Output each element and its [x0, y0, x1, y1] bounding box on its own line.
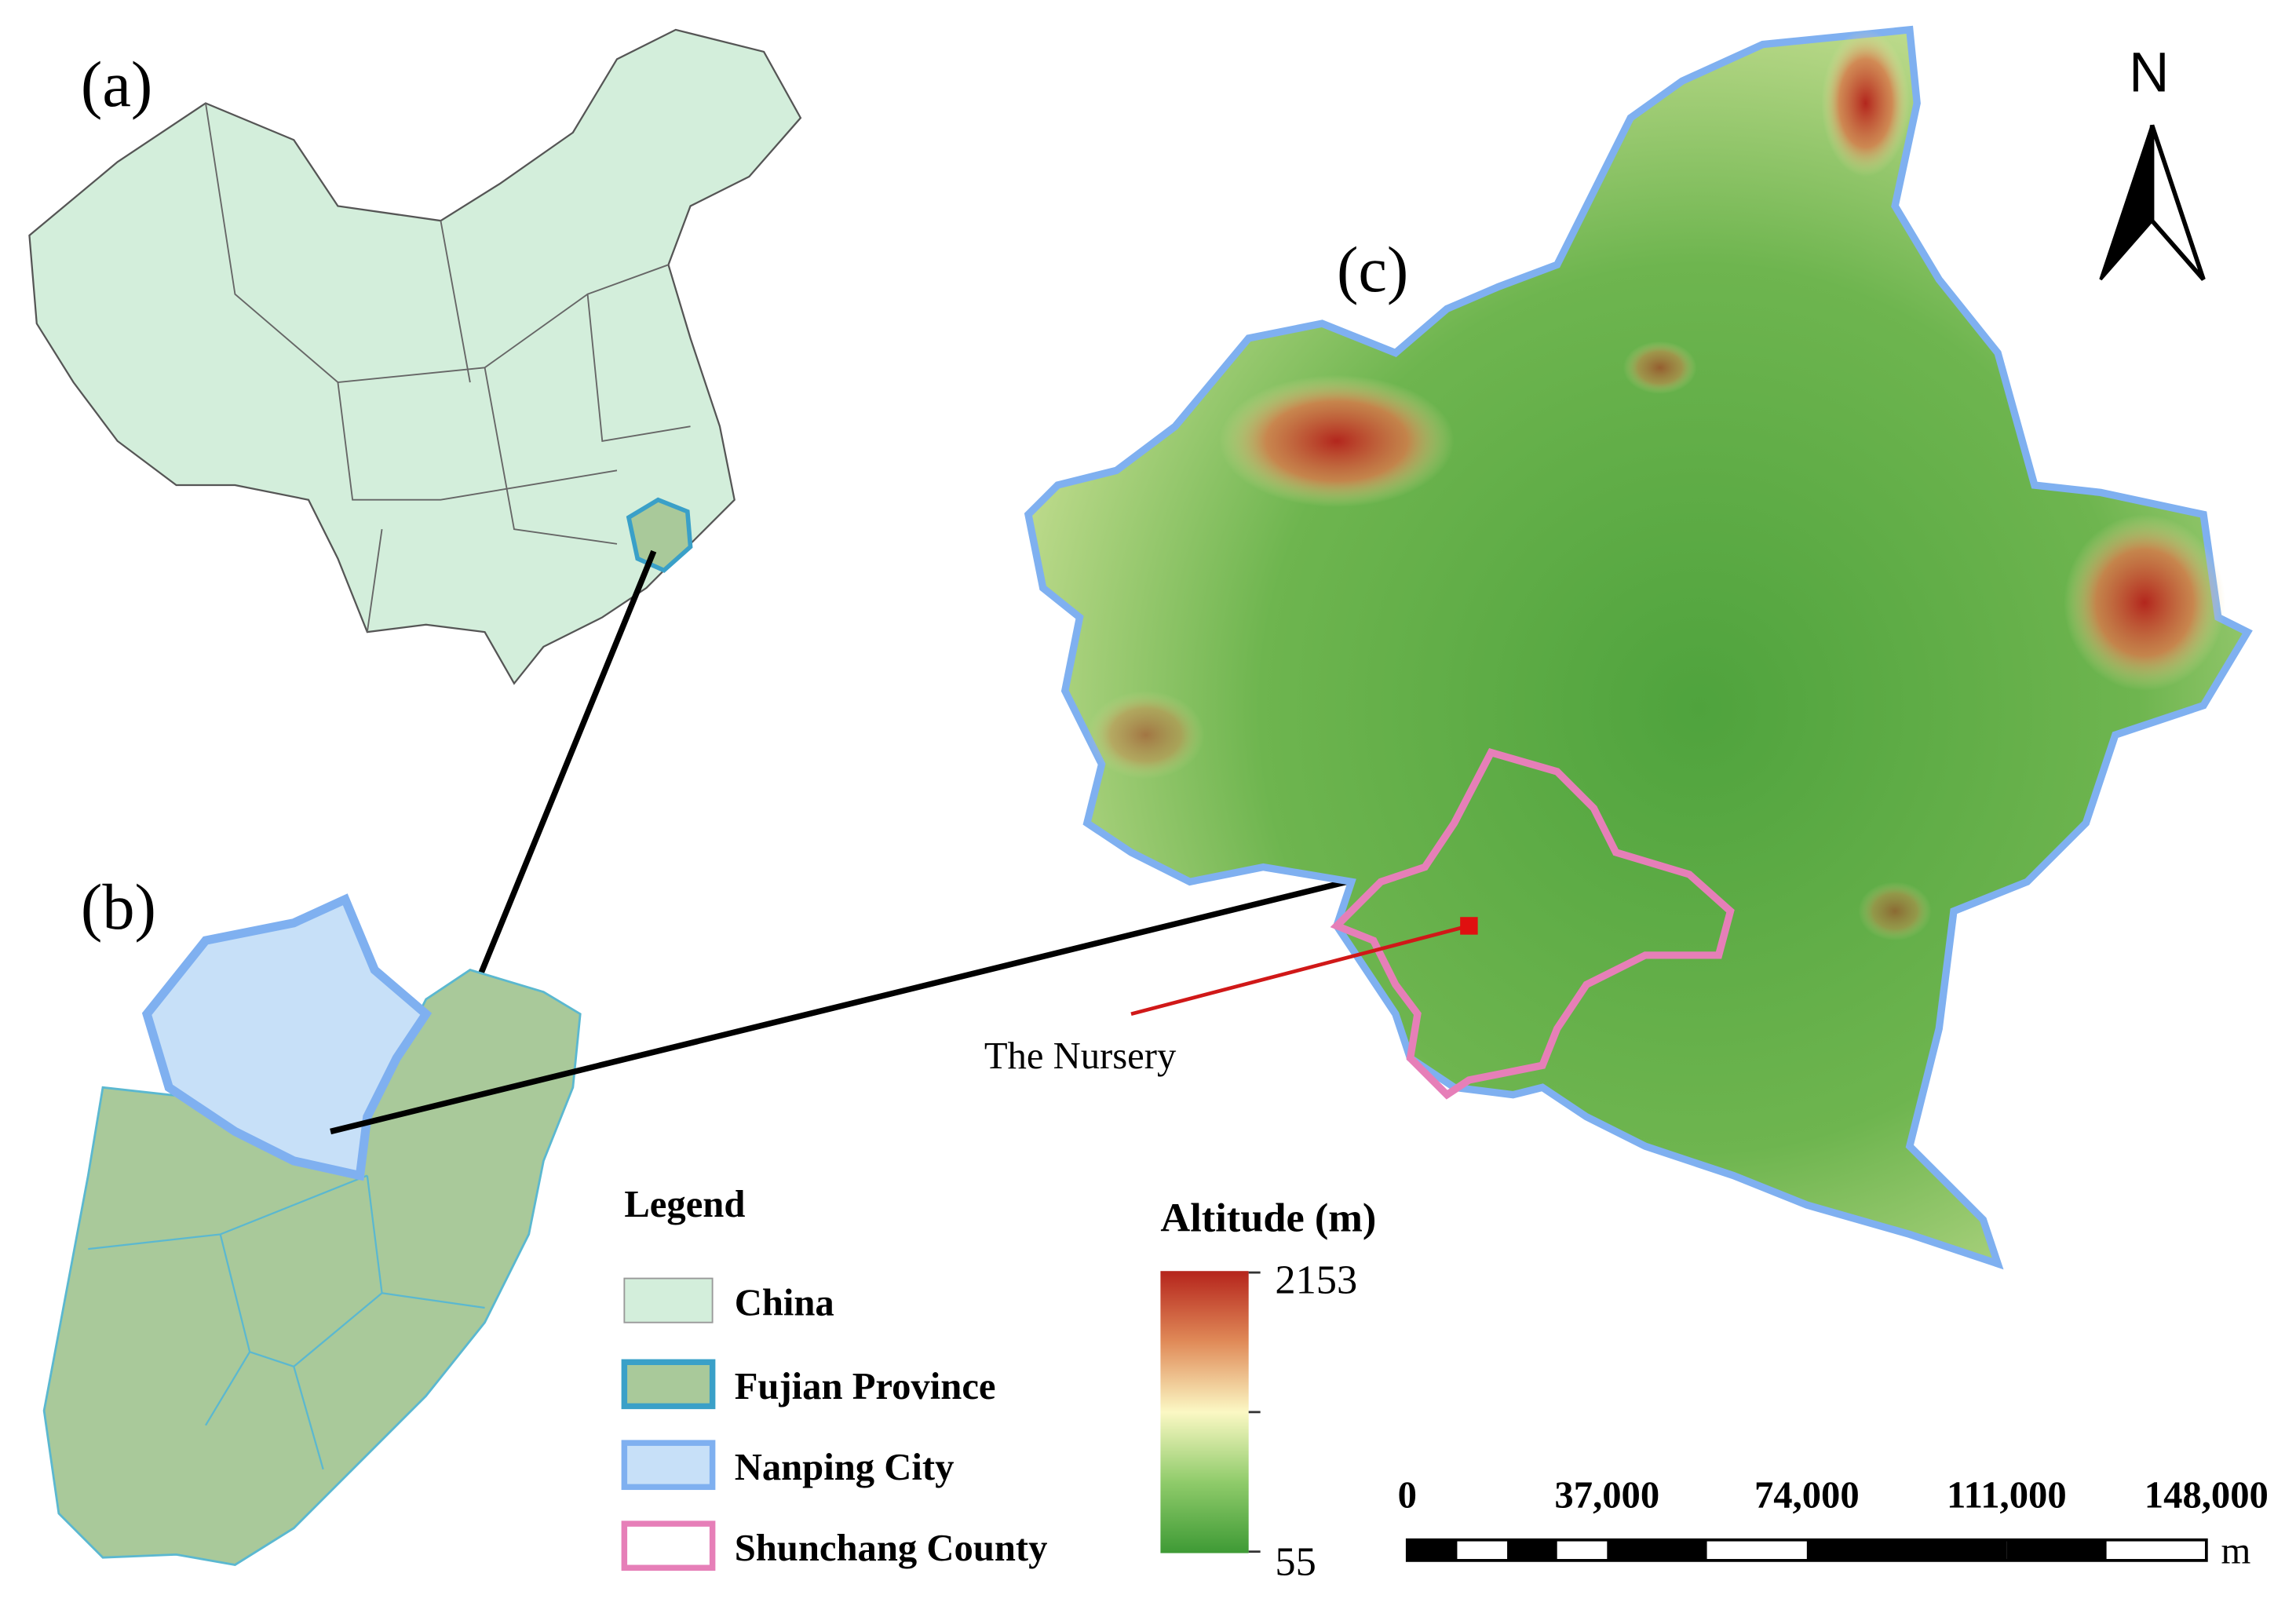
- scale-bar-segment: [2006, 1539, 2107, 1561]
- nursery-pointer: [1130, 924, 1469, 1016]
- scale-bar-label: 37,000: [1554, 1474, 1659, 1517]
- scale-bar-segment: [1507, 1539, 1557, 1561]
- colorbar-max: 2153: [1275, 1257, 1357, 1302]
- north-arrow: [2149, 124, 2206, 281]
- scale-bar-label: 148,000: [2145, 1474, 2269, 1517]
- connector-line: [330, 875, 1360, 1135]
- scale-bar-segment: [1806, 1539, 2007, 1561]
- fujian-on-china: [626, 497, 693, 573]
- north-arrow: [2099, 124, 2154, 281]
- nanping-terrain: [1024, 25, 2253, 1270]
- panel-label: (c): [1337, 234, 1408, 305]
- nursery-marker: [1460, 917, 1478, 935]
- terrain-high: [1623, 341, 1697, 394]
- scale-bar-label: 111,000: [1947, 1474, 2067, 1517]
- legend-swatch: [621, 1440, 716, 1491]
- terrain-high: [1858, 882, 1932, 941]
- colorbar-title: Altitude (m): [1160, 1196, 1376, 1241]
- province-borders: [205, 103, 691, 633]
- scale-bar-segment: [1607, 1539, 1707, 1561]
- north-label: N: [2129, 42, 2169, 104]
- legend-swatch: [623, 1277, 714, 1323]
- legend-item: China: [735, 1281, 834, 1323]
- legend-item: Shunchang County: [735, 1527, 1048, 1569]
- terrain-high: [1219, 374, 1455, 508]
- fujian-map: [42, 969, 582, 1566]
- terrain-high: [2064, 514, 2226, 692]
- terrain-high: [1086, 691, 1205, 779]
- scale-bar-label: 0: [1398, 1474, 1417, 1517]
- panel-label: (b): [81, 871, 156, 943]
- annotation: The Nursery: [984, 1035, 1177, 1077]
- scale-bar-unit: m: [2221, 1530, 2251, 1572]
- shunchang-outline: [1330, 748, 1735, 1100]
- legend-title: Legend: [624, 1183, 745, 1225]
- colorbar: [1160, 1271, 1249, 1553]
- scale-bar-label: 74,000: [1754, 1474, 1860, 1517]
- colorbar-min: 55: [1275, 1539, 1316, 1585]
- fujian-borders: [88, 1174, 485, 1470]
- scale-bar-segment: [1407, 1539, 1458, 1561]
- legend-swatch: [621, 1359, 716, 1410]
- legend-swatch: [621, 1521, 716, 1571]
- china-map: [28, 28, 802, 685]
- connector-line: [452, 549, 657, 1038]
- legend-item: Nanping City: [735, 1446, 955, 1488]
- panel-label: (a): [81, 49, 152, 120]
- scale-bar: 0 37,000 74,000 111,000 148,000 m: [1398, 1474, 2269, 1572]
- legend-item: Fujian Province: [735, 1365, 996, 1407]
- terrain-high: [1821, 29, 1910, 177]
- nanping-map: [141, 893, 433, 1181]
